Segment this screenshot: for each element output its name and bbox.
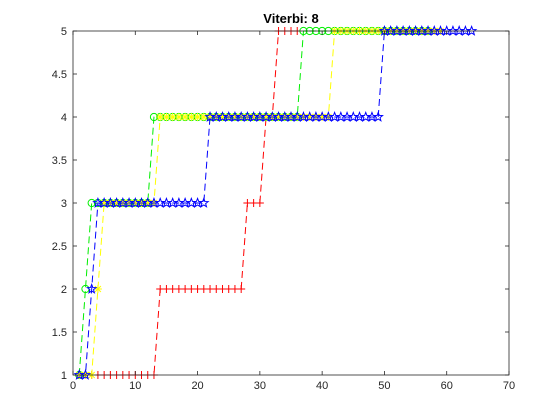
y-tick-label: 4.5: [52, 69, 67, 81]
x-tick-label: 40: [316, 380, 328, 392]
x-tick-label: 70: [503, 380, 515, 392]
y-tick-label: 3: [61, 198, 67, 210]
series-4-point: [372, 110, 384, 122]
y-tick-label: 4: [61, 112, 67, 124]
x-tick-label: 20: [191, 380, 203, 392]
x-tick-label: 60: [441, 380, 453, 392]
series-3-point: [174, 113, 183, 121]
y-tick-label: 1.5: [52, 327, 67, 339]
y-tick-label: 5: [61, 26, 67, 38]
series-4-point: [198, 196, 210, 208]
series-1-point: [255, 199, 264, 207]
series-3-point: [93, 285, 102, 293]
series-3-point: [199, 113, 208, 121]
x-tick-label: 0: [70, 380, 76, 392]
y-tick-label: 2.5: [52, 241, 67, 253]
series-3-point: [193, 113, 202, 121]
x-tick-label: 30: [254, 380, 266, 392]
ticks-layer: 0 10 20 30 40 50 60 70 1 1.5 2 2.5 3 3.5 4 4.5 5: [52, 26, 515, 392]
x-tick-label: 10: [129, 380, 141, 392]
y-tick-label: 1: [61, 370, 67, 382]
series-1-point: [237, 285, 246, 293]
series-4-point: [79, 368, 92, 380]
series-4-point: [85, 282, 98, 294]
y-tick-label: 3.5: [52, 155, 67, 167]
x-tick-label: 50: [378, 380, 390, 392]
y-tick-label: 2: [61, 284, 67, 296]
series-4-point: [465, 24, 478, 36]
chart-title: Viterbi: 8: [263, 11, 318, 26]
series-4: [73, 24, 478, 380]
